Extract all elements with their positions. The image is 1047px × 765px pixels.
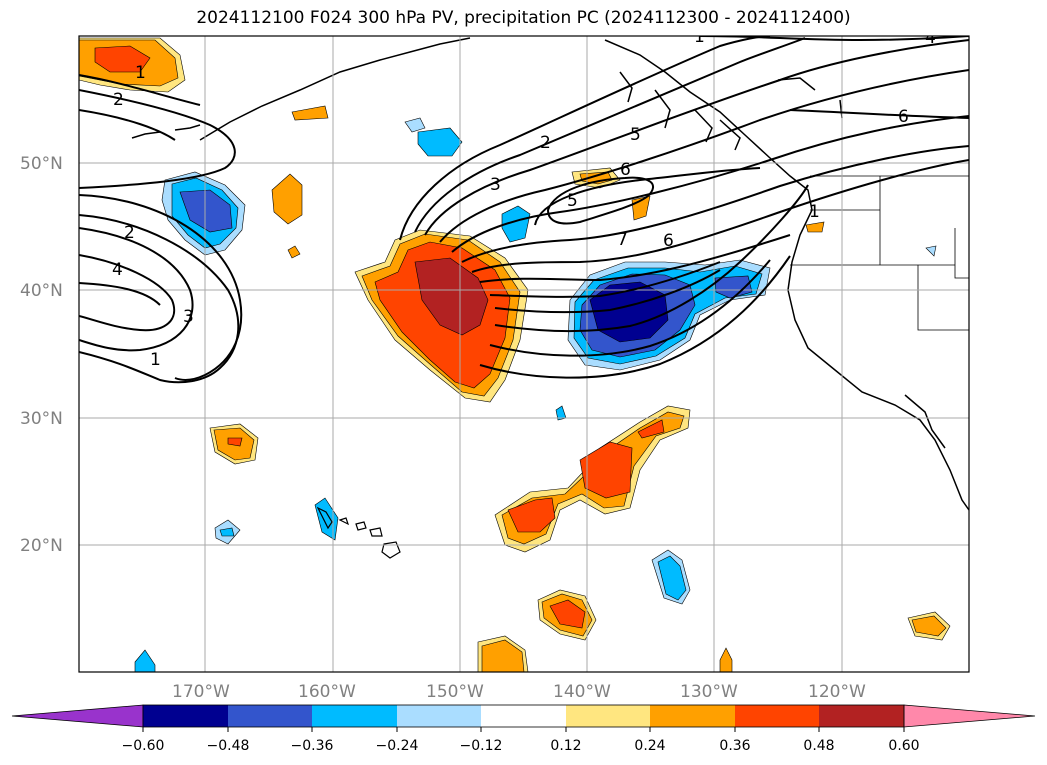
colorbar-tick-label: −0.36	[291, 738, 334, 754]
contour-label: 5	[630, 125, 641, 145]
contour-label: 6	[663, 231, 674, 251]
colorbar-tick-label: −0.24	[376, 738, 419, 754]
map-title: 2024112100 F024 300 hPa PV, precipitatio…	[196, 8, 851, 28]
colorbar-segment	[650, 705, 735, 727]
contour-label: 1	[150, 350, 161, 370]
lon-label: 170°W	[172, 682, 230, 702]
pv-contour-layer	[79, 36, 969, 384]
colorbar-tick-label: −0.60	[122, 738, 165, 754]
contour-label: 7	[617, 230, 628, 250]
colorbar-segment	[312, 705, 397, 727]
contour-label: 2	[540, 133, 551, 153]
contour-label: 4	[925, 28, 936, 48]
lat-label: 50°N	[20, 154, 63, 174]
contour-label: 3	[490, 175, 501, 195]
contour-label: 1	[135, 63, 146, 83]
alaska-coast	[199, 37, 471, 141]
contour-label: 1	[809, 202, 820, 222]
contour-label: 4	[112, 260, 123, 280]
lon-label: 160°W	[298, 682, 356, 702]
colorbar-segment	[566, 705, 650, 727]
contour-label: 5	[567, 191, 578, 211]
lat-label: 40°N	[20, 281, 63, 301]
colorbar-tick-label: 0.24	[634, 738, 665, 754]
colorbar-segment	[481, 705, 566, 727]
lon-label: 130°W	[680, 682, 738, 702]
map-panel: 1 2 2 4 3 1 2 3 5 6 5 7 6 1 6 1 4	[79, 27, 969, 672]
map-frame	[78, 35, 970, 673]
border-layer	[790, 175, 969, 331]
colorbar-tick-label: 0.60	[888, 738, 919, 754]
contour-label: 2	[113, 90, 124, 110]
colorbar-segment	[11, 704, 144, 728]
contour-label-layer: 1 2 2 4 3 1 2 3 5 6 5 7 6 1 6 1 4	[112, 27, 936, 370]
lon-label: 120°W	[808, 682, 866, 702]
colorbar-tick-label: 0.36	[719, 738, 750, 754]
colorbar-segment	[735, 705, 819, 727]
colorbar-tick-label: −0.48	[207, 738, 250, 754]
lon-label: 140°W	[553, 682, 611, 702]
colorbar-segment	[819, 705, 904, 727]
lat-label: 20°N	[20, 536, 63, 556]
latitude-labels: 50°N 40°N 30°N 20°N	[20, 154, 63, 556]
contour-label: 6	[898, 107, 909, 127]
contour-label: 6	[620, 160, 631, 180]
contour-label: 3	[183, 307, 194, 327]
lat-label: 30°N	[20, 409, 63, 429]
contour-label: 2	[124, 223, 135, 243]
colorbar: −0.60 −0.48 −0.36 −0.24 −0.12 0.12 0.24 …	[11, 704, 1036, 754]
colorbar-tick-label: 0.12	[550, 738, 581, 754]
longitude-labels: 170°W 160°W 150°W 140°W 130°W 120°W	[172, 682, 866, 702]
colorbar-segment	[228, 705, 312, 727]
colorbar-tick-label: −0.12	[460, 738, 503, 754]
colorbar-segment	[397, 705, 481, 727]
colorbar-segment	[903, 704, 1036, 728]
colorbar-segment	[143, 705, 228, 727]
lon-label: 150°W	[426, 682, 484, 702]
hawaii-islands	[316, 506, 401, 559]
contour-label: 1	[694, 27, 705, 47]
colorbar-tick-label: 0.48	[803, 738, 834, 754]
